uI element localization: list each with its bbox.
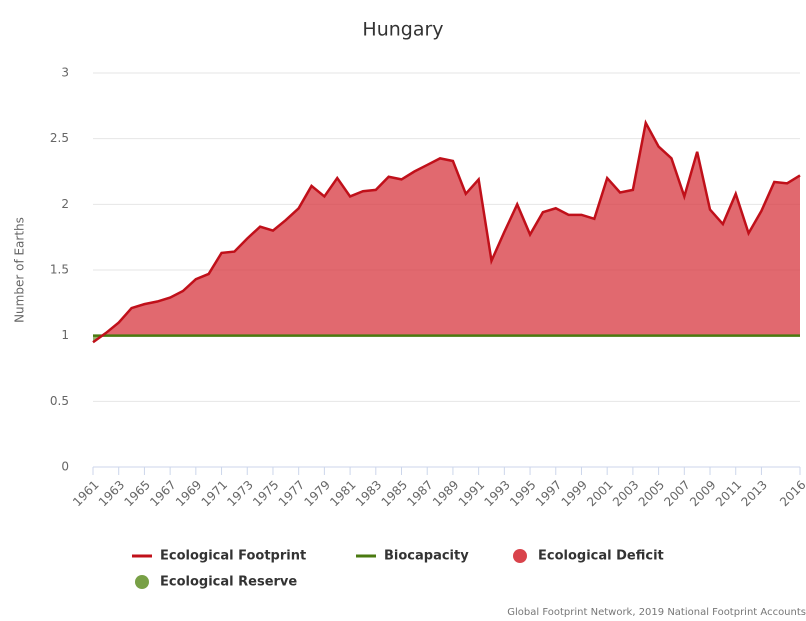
x-tick-label: 1983 — [353, 478, 384, 509]
y-tick-label: 1 — [61, 328, 69, 342]
x-tick-label: 1987 — [404, 478, 435, 509]
x-tick-label: 1971 — [199, 478, 230, 509]
legend-label: Ecological Reserve — [160, 575, 297, 590]
x-tick-label: 2011 — [713, 478, 744, 509]
x-tick-label: 1961 — [70, 478, 101, 509]
x-tick-label: 1999 — [559, 478, 590, 509]
y-axis-label: Number of Earths — [13, 217, 27, 323]
legend-label: Ecological Footprint — [160, 549, 306, 564]
x-tick-label: 2013 — [739, 478, 770, 509]
chart-title: Hungary — [362, 19, 443, 41]
x-tick-label: 1981 — [327, 478, 358, 509]
x-tick-label: 1977 — [276, 478, 307, 509]
x-tick-label: 1973 — [224, 478, 255, 509]
x-tick-label: 1965 — [122, 478, 153, 509]
x-tick-label: 1997 — [533, 478, 564, 509]
deficit-area — [93, 122, 800, 336]
y-tick-label: 0 — [61, 460, 69, 474]
x-tick-label: 2003 — [610, 478, 641, 509]
x-tick-label: 1967 — [147, 478, 178, 509]
legend-label: Ecological Deficit — [538, 549, 664, 564]
y-tick-label: 3 — [61, 66, 69, 80]
x-tick-label: 1963 — [96, 478, 127, 509]
legend-symbol — [135, 575, 149, 589]
x-tick-label: 1993 — [481, 478, 512, 509]
x-tick-label: 1975 — [250, 478, 281, 509]
x-tick-label: 2016 — [777, 478, 806, 509]
credit: Global Footprint Network, 2019 National … — [507, 607, 806, 618]
legend-symbol — [513, 549, 527, 563]
y-tick-label: 2.5 — [50, 131, 69, 145]
x-tick-label: 2007 — [661, 478, 692, 509]
x-tick-label: 1969 — [173, 478, 204, 509]
y-tick-label: 2 — [61, 197, 69, 211]
x-tick-label: 1991 — [456, 478, 487, 509]
y-tick-label: 0.5 — [50, 394, 69, 408]
series-line — [92, 119, 801, 344]
x-tick-label: 1995 — [507, 478, 538, 509]
x-tick-label: 1979 — [301, 478, 332, 509]
x-tick-label: 1989 — [430, 478, 461, 509]
y-tick-label: 1.5 — [50, 263, 69, 277]
legend-label: Biocapacity — [384, 549, 469, 564]
x-tick-label: 2001 — [584, 478, 615, 509]
x-tick-label: 1985 — [379, 478, 410, 509]
x-tick-label: 2005 — [636, 478, 667, 509]
x-tick-label: 2009 — [687, 478, 718, 509]
